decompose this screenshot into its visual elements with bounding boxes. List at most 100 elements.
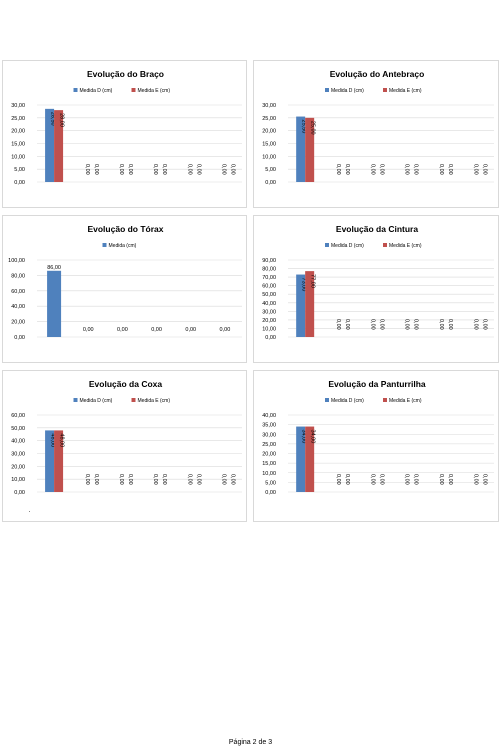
chart1-ytick-label: 15,00 <box>262 142 276 148</box>
chart3-data-label: 0,00 <box>438 319 444 330</box>
chart3-data-label: 0,00 <box>447 319 453 330</box>
chart0-data-label: 0,00 <box>220 164 226 175</box>
chart1-data-label: 0,00 <box>344 164 350 175</box>
chart4-data-label: 0,00 <box>152 474 158 485</box>
chart0-data-label: 0,00 <box>84 164 90 175</box>
chart2-data-label: 0,00 <box>117 327 128 333</box>
chart5-ytick-label: 25,00 <box>262 442 276 448</box>
chart4-data-label: 48,00 <box>50 433 56 447</box>
chart-coxa-svg: Evolução da Coxa Medida D (cm) Medida E (c… <box>11 379 242 496</box>
chart5-data-label: 34,00 <box>310 430 316 444</box>
chart3-data-label: 0,00 <box>378 319 384 330</box>
chart3-ytick-label: 0,00 <box>265 335 276 341</box>
chart1-legend-label-0: Medida D (cm) <box>331 88 364 94</box>
chart4-data-label: 0,00 <box>186 474 192 485</box>
chart2-ytick-label: 40,00 <box>11 304 25 310</box>
chart0-data-label: 0,00 <box>152 164 158 175</box>
chart5-data-label: 34,00 <box>301 430 307 444</box>
chart3-data-label: 73,00 <box>301 278 307 292</box>
chart3-legend-label-0: Medida D (cm) <box>331 243 364 249</box>
chart5-ytick-label: 15,00 <box>262 461 276 467</box>
chart5-ytick-label: 40,00 <box>262 413 276 419</box>
chart3-title: Evolução da Cintura <box>336 224 418 234</box>
chart-torax-svg: Evolução do Tórax Medida (cm) 0,00 20,00 40,… <box>8 224 242 341</box>
chart3-ytick-label: 10,00 <box>262 326 276 332</box>
chart5-ytick-label: 35,00 <box>262 423 276 429</box>
chart2-ytick-label: 20,00 <box>11 320 25 326</box>
chart4-data-label: 0,00 <box>220 474 226 485</box>
chart3-legend-swatch-1 <box>383 243 387 247</box>
chart5-ytick-label: 20,00 <box>262 452 276 458</box>
chart1-bar <box>296 116 306 182</box>
chart4-data-label: 0,00 <box>195 474 201 485</box>
chart3-data-label: 0,00 <box>335 319 341 330</box>
chart5-data-label: 0,00 <box>369 474 375 485</box>
chart4-data-label: 0,00 <box>229 474 235 485</box>
chart3-data-label: 0,00 <box>472 319 478 330</box>
chart3-bar <box>305 271 315 337</box>
chart4-ytick-label: 30,00 <box>11 452 25 458</box>
chart0-legend-label-1: Medida E (cm) <box>138 88 171 94</box>
chart-antebraco-svg: Evolução do Antebraço Medida D (cm) Medida… <box>262 69 494 186</box>
chart-braco: Evolução do Braço Medida D (cm) Medida E (… <box>2 60 247 208</box>
chart1-ytick-label: 0,00 <box>265 180 276 186</box>
chart3-data-label: 0,00 <box>481 319 487 330</box>
chart3-bar <box>296 274 306 337</box>
chart0-ytick-label: 20,00 <box>11 129 25 135</box>
chart5-data-label: 0,00 <box>344 474 350 485</box>
chart5-data-label: 0,00 <box>335 474 341 485</box>
chart4-ytick-label: 50,00 <box>11 426 25 432</box>
chart0-ytick-label: 25,00 <box>11 116 25 122</box>
chart-coxa: Evolução da Coxa Medida D (cm) Medida E (c… <box>2 370 247 522</box>
chart3-ytick-label: 20,00 <box>262 318 276 324</box>
chart1-data-label: 0,00 <box>413 164 419 175</box>
chart3-ytick-label: 80,00 <box>262 267 276 273</box>
chart1-ytick-label: 20,00 <box>262 129 276 135</box>
chart0-data-label: 0,00 <box>127 164 133 175</box>
chart2-legend-label-0: Medida (cm) <box>109 243 137 249</box>
chart0-legend-label-0: Medida D (cm) <box>80 88 113 94</box>
page-footer: Página 2 de 3 <box>228 739 273 746</box>
chart-cintura: Evolução da Cintura Medida D (cm) Medida E… <box>253 215 499 363</box>
chart5-ytick-label: 10,00 <box>262 471 276 477</box>
chart1-legend-swatch-1 <box>383 88 387 92</box>
chart5-data-label: 0,00 <box>481 474 487 485</box>
chart0-legend-swatch-1 <box>131 88 136 92</box>
chart3-ytick-label: 30,00 <box>262 309 276 315</box>
chart1-legend-swatch-0 <box>325 88 329 92</box>
chart5-bar <box>296 426 306 492</box>
chart0-bar <box>45 108 55 182</box>
chart0-data-label: 0,00 <box>229 164 235 175</box>
chart0-ytick-label: 0,00 <box>14 180 25 186</box>
chart2-data-label: 0,00 <box>220 327 231 333</box>
chart5-ytick-label: 0,00 <box>265 490 276 496</box>
chart4-ytick-label: 20,00 <box>11 464 25 470</box>
chart5-data-label: 0,00 <box>438 474 444 485</box>
chart5-legend-label-1: Medida E (cm) <box>389 398 422 404</box>
chart5-ytick-label: 30,00 <box>262 432 276 438</box>
chart4-data-label: 0,00 <box>118 474 124 485</box>
chart1-title: Evolução do Antebraço <box>330 69 425 79</box>
chart5-data-label: 0,00 <box>413 474 419 485</box>
chart-torax: Evolução do Tórax Medida (cm) 0,00 20,00 40,… <box>2 215 247 363</box>
chart1-bar <box>305 117 315 182</box>
chart4-data-label: 48,00 <box>59 433 65 447</box>
chart5-data-label: 0,00 <box>447 474 453 485</box>
chart4-data-label: 0,00 <box>161 474 167 485</box>
chart3-data-label: 0,00 <box>344 319 350 330</box>
chart-antebraco: Evolução do Antebraço Medida D (cm) Medida… <box>253 60 499 208</box>
chart2-ytick-label: 80,00 <box>11 273 25 279</box>
chart2-ytick-label: 100,00 <box>8 258 25 264</box>
chart-panturrilha: Evolução da Panturrilha Medida D (cm) Medi… <box>253 370 499 522</box>
chart3-ytick-label: 70,00 <box>262 275 276 281</box>
chart5-title: Evolução da Panturrilha <box>328 379 426 389</box>
chart1-data-label: 0,00 <box>481 164 487 175</box>
chart0-data-label: 0,00 <box>186 164 192 175</box>
chart4-data-label: 0,00 <box>93 474 99 485</box>
chart5-legend-swatch-0 <box>325 398 329 402</box>
chart0-ytick-label: 15,00 <box>11 142 25 148</box>
chart1-legend-label-1: Medida E (cm) <box>389 88 422 94</box>
chart4-ytick-label: 60,00 <box>11 413 25 419</box>
chart0-data-label: 0,00 <box>161 164 167 175</box>
chart2-legend-swatch-0 <box>102 243 107 247</box>
